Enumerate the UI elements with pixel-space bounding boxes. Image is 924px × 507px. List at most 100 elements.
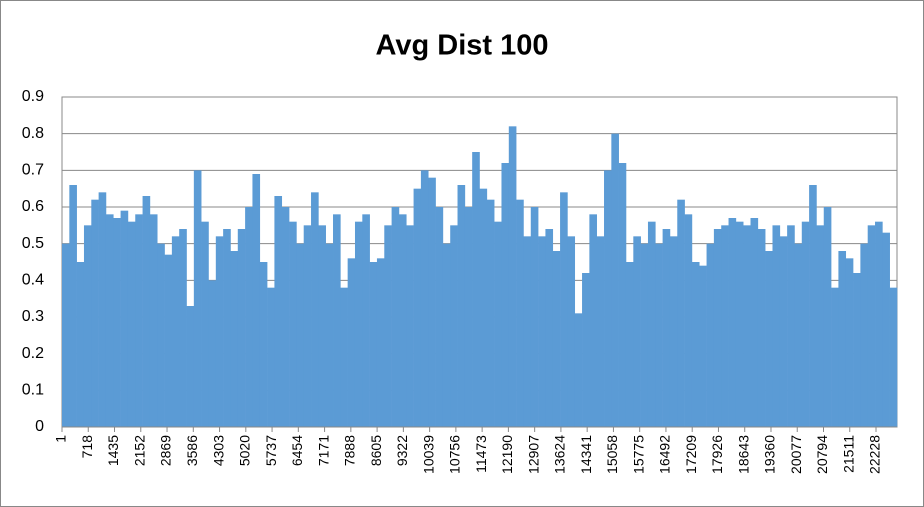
bar bbox=[179, 229, 187, 427]
bar bbox=[289, 221, 297, 427]
y-tick-label: 0.5 bbox=[22, 235, 44, 252]
y-tick-label: 0.9 bbox=[22, 88, 44, 105]
x-tick-label: 5020 bbox=[237, 435, 253, 466]
bar bbox=[889, 287, 898, 427]
x-tick-label: 13624 bbox=[552, 435, 568, 474]
bar bbox=[354, 221, 363, 427]
bar bbox=[662, 229, 671, 427]
bar bbox=[230, 251, 239, 427]
chart-title: Avg Dist 100 bbox=[376, 30, 549, 62]
x-tick-label: 19360 bbox=[762, 435, 778, 474]
bar bbox=[157, 243, 165, 427]
bar bbox=[347, 258, 356, 427]
x-tick-label: 15058 bbox=[604, 435, 620, 474]
x-tick-label: 12907 bbox=[525, 435, 541, 474]
bar bbox=[618, 163, 627, 427]
bar bbox=[750, 218, 759, 427]
bar bbox=[706, 243, 715, 427]
bar bbox=[406, 225, 414, 427]
bar bbox=[113, 218, 121, 427]
bar bbox=[853, 273, 861, 427]
x-tick-label: 6454 bbox=[289, 435, 305, 466]
bar bbox=[699, 265, 707, 427]
bar bbox=[794, 243, 803, 427]
x-tick-label: 718 bbox=[79, 435, 95, 459]
bar bbox=[69, 185, 77, 427]
x-tick-label: 8605 bbox=[368, 435, 384, 466]
bar bbox=[757, 229, 766, 427]
bar bbox=[450, 225, 458, 427]
bar bbox=[223, 229, 231, 427]
x-tick-label: 1 bbox=[53, 435, 69, 443]
x-tick-label: 21511 bbox=[840, 435, 856, 473]
bar bbox=[442, 243, 451, 427]
bar bbox=[428, 177, 436, 427]
bar bbox=[333, 214, 341, 427]
bar bbox=[267, 287, 275, 427]
y-tick-label: 0.7 bbox=[22, 162, 44, 179]
x-tick-label: 10756 bbox=[447, 435, 463, 474]
y-tick-label: 0.1 bbox=[22, 382, 44, 399]
bar bbox=[508, 126, 517, 427]
bar bbox=[311, 192, 319, 427]
bar bbox=[611, 133, 619, 427]
bar bbox=[574, 313, 583, 427]
bar bbox=[62, 243, 70, 427]
x-tick-label: 11473 bbox=[473, 435, 489, 473]
bar bbox=[296, 243, 305, 427]
bar bbox=[384, 225, 392, 427]
bar bbox=[838, 251, 847, 427]
bar bbox=[472, 152, 480, 427]
bar bbox=[318, 225, 326, 427]
bar bbox=[83, 225, 92, 427]
x-tick-label: 1435 bbox=[105, 435, 121, 466]
x-tick-label: 2869 bbox=[158, 435, 174, 466]
bar bbox=[801, 221, 810, 427]
bar bbox=[193, 170, 202, 428]
bar bbox=[728, 218, 737, 427]
x-tick-label: 10039 bbox=[420, 435, 436, 474]
bar bbox=[127, 221, 136, 427]
bar bbox=[486, 199, 495, 427]
x-tick-label: 15775 bbox=[630, 435, 646, 474]
bar bbox=[98, 192, 107, 427]
y-tick-label: 0.2 bbox=[22, 345, 44, 362]
x-tick-label: 18643 bbox=[735, 435, 751, 474]
bar bbox=[369, 262, 378, 427]
bar bbox=[303, 225, 312, 427]
x-tick-label: 17209 bbox=[683, 435, 699, 474]
bar bbox=[274, 196, 283, 427]
bar bbox=[765, 251, 773, 427]
bar bbox=[604, 170, 612, 428]
bar bbox=[669, 236, 678, 427]
bar bbox=[545, 229, 554, 427]
bar bbox=[552, 251, 561, 427]
bar bbox=[391, 207, 400, 427]
bar bbox=[845, 258, 854, 427]
x-tick-label: 5737 bbox=[263, 435, 279, 466]
x-tick-label: 17926 bbox=[709, 435, 725, 474]
y-tick-label: 0.8 bbox=[22, 125, 44, 142]
bar bbox=[530, 207, 539, 427]
bar bbox=[860, 243, 869, 427]
bar bbox=[633, 236, 641, 427]
bar bbox=[259, 262, 268, 427]
bar bbox=[164, 254, 173, 427]
x-tick-label: 7888 bbox=[342, 435, 358, 466]
y-tick-label: 0.4 bbox=[22, 272, 44, 289]
y-tick-label: 0.3 bbox=[22, 308, 44, 325]
bar bbox=[325, 243, 334, 427]
bar bbox=[523, 236, 532, 427]
bar bbox=[867, 225, 876, 427]
x-tick-label: 20077 bbox=[788, 435, 804, 474]
bar bbox=[413, 188, 422, 427]
bar bbox=[135, 214, 143, 427]
x-tick-label: 22228 bbox=[867, 435, 883, 474]
bar bbox=[816, 225, 825, 427]
bar bbox=[882, 232, 890, 427]
bar bbox=[398, 214, 407, 427]
bar bbox=[560, 192, 568, 427]
bar bbox=[691, 262, 700, 427]
bar bbox=[589, 214, 597, 427]
